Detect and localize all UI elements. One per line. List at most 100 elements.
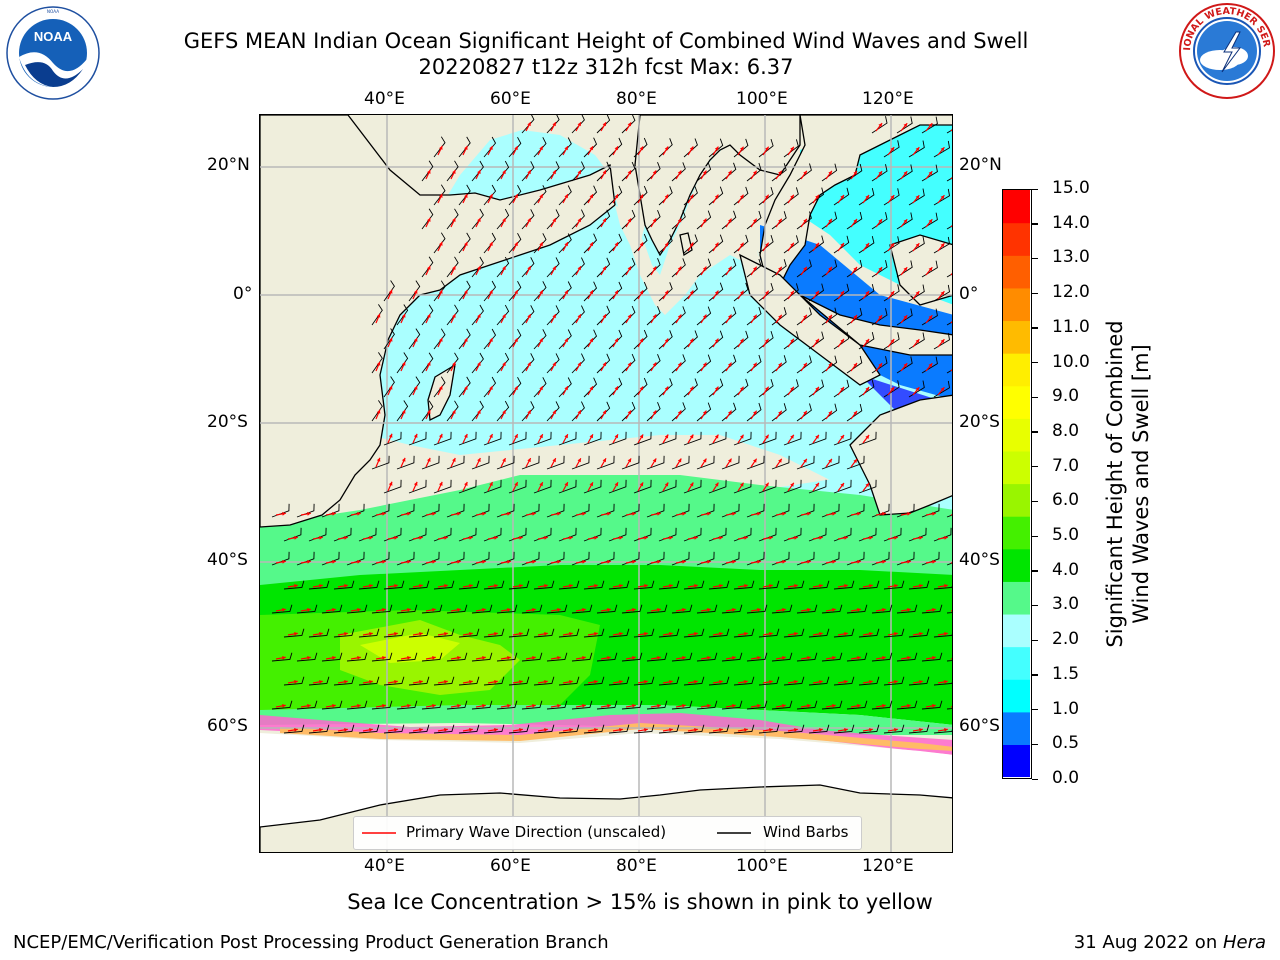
wave-arrow-head xyxy=(539,434,543,439)
wind-barb xyxy=(571,115,585,134)
wave-arrow-head xyxy=(657,560,661,564)
wave-arrow-head xyxy=(627,314,632,319)
wind-barb xyxy=(646,162,661,182)
wave-arrow-head xyxy=(694,632,698,636)
colorbar-tick-mark xyxy=(1032,362,1038,364)
wave-arrow-head xyxy=(932,560,936,564)
wave-arrow-head xyxy=(357,560,361,564)
wave-arrow-head xyxy=(740,434,744,439)
wind-barb xyxy=(621,115,636,134)
wave-arrow-head xyxy=(413,481,418,486)
wave-arrow-head xyxy=(907,560,911,564)
wind-barb xyxy=(596,401,611,422)
wave-arrow-head xyxy=(582,704,586,708)
lon-tick-top: 120°E xyxy=(862,89,914,109)
wave-arrow-head xyxy=(452,314,456,318)
wind-barb xyxy=(771,652,793,662)
wave-arrow-head xyxy=(669,632,673,636)
wave-arrow-head xyxy=(664,386,669,391)
wind-barb xyxy=(833,628,855,638)
wave-arrow-head xyxy=(427,265,431,270)
wave-arrow-head xyxy=(819,584,823,588)
wave-arrow-head xyxy=(502,218,506,223)
wind-barb xyxy=(546,209,560,230)
wind-barb xyxy=(533,580,555,590)
wind-barb xyxy=(433,676,455,686)
wind-barb xyxy=(571,700,593,710)
wave-arrow-head xyxy=(519,680,523,684)
wave-arrow-head xyxy=(564,338,568,343)
wind-barb xyxy=(846,652,868,662)
wave-arrow-head xyxy=(507,656,511,660)
wind-barb xyxy=(571,257,585,278)
wave-arrow-head xyxy=(457,560,461,564)
wave-arrow-head xyxy=(582,608,586,612)
wave-arrow-head xyxy=(644,728,648,732)
wind-barb xyxy=(858,676,880,686)
wave-arrow-head xyxy=(707,560,711,564)
wind-barb xyxy=(633,676,655,686)
wind-barb xyxy=(758,628,780,638)
wind-barb xyxy=(671,402,686,422)
wave-arrow-head xyxy=(707,512,711,516)
wind-barb xyxy=(483,724,505,734)
wave-arrow-head xyxy=(857,608,861,612)
wave-arrow-head xyxy=(732,560,736,564)
wave-arrow-head xyxy=(544,728,548,732)
wave-arrow-head xyxy=(944,680,948,684)
wave-arrow-head xyxy=(865,291,870,295)
wind-barb xyxy=(521,652,543,662)
wind-barb xyxy=(458,628,480,638)
wave-arrow-head xyxy=(878,363,883,367)
wind-barb xyxy=(383,628,405,638)
wave-arrow-head xyxy=(932,704,936,708)
wave-arrow-head xyxy=(577,458,581,463)
wave-arrow-head xyxy=(828,458,832,463)
wind-barb xyxy=(608,431,627,446)
wave-arrow-head xyxy=(401,313,406,318)
wave-arrow-head xyxy=(794,584,798,588)
wave-arrow-head xyxy=(702,314,707,319)
wave-arrow-head xyxy=(840,483,844,487)
wave-arrow-head xyxy=(677,266,682,271)
wind-barb xyxy=(396,700,418,710)
wave-arrow-head xyxy=(594,536,598,540)
wind-barb xyxy=(383,724,405,734)
wave-arrow-head xyxy=(853,219,857,223)
wind-barb xyxy=(583,233,598,254)
wind-barb xyxy=(696,652,718,662)
wave-arrow-head xyxy=(539,194,543,199)
wave-arrow-head xyxy=(844,728,848,732)
wave-arrow-head xyxy=(928,123,933,128)
wind-barb xyxy=(283,628,305,638)
wave-arrow-head xyxy=(419,728,423,732)
wind-barb xyxy=(633,580,655,590)
wave-arrow-head xyxy=(765,290,769,295)
wave-arrow-head xyxy=(794,632,798,636)
wind-barb xyxy=(633,233,648,254)
colorbar-label-line2: Wind Waves and Swell [m] xyxy=(1129,344,1153,624)
wave-arrow-head xyxy=(464,146,468,150)
wave-arrow-head xyxy=(332,704,336,708)
wave-arrow-head xyxy=(469,680,473,684)
wind-barb xyxy=(658,282,673,302)
wind-barb xyxy=(296,652,318,662)
wave-arrow-head xyxy=(740,194,744,199)
wave-arrow-head xyxy=(527,218,531,223)
wave-arrow-head xyxy=(728,218,732,223)
lon-tick-top: 40°E xyxy=(364,89,405,109)
wave-arrow-head xyxy=(677,458,682,463)
lat-tick-right: 40°S xyxy=(959,550,1000,570)
wind-barb xyxy=(758,479,777,494)
wave-arrow-head xyxy=(894,632,898,636)
wave-arrow-head xyxy=(557,704,561,708)
colorbar-tick-mark xyxy=(1032,327,1038,329)
wave-arrow-head xyxy=(627,410,632,415)
wave-arrow-head xyxy=(589,338,593,343)
wind-barb xyxy=(896,700,918,710)
wave-arrow-head xyxy=(369,680,373,684)
wave-arrow-head xyxy=(765,146,769,151)
wave-arrow-head xyxy=(819,536,823,540)
wind-barb xyxy=(346,700,368,710)
wave-arrow-head xyxy=(919,536,923,540)
